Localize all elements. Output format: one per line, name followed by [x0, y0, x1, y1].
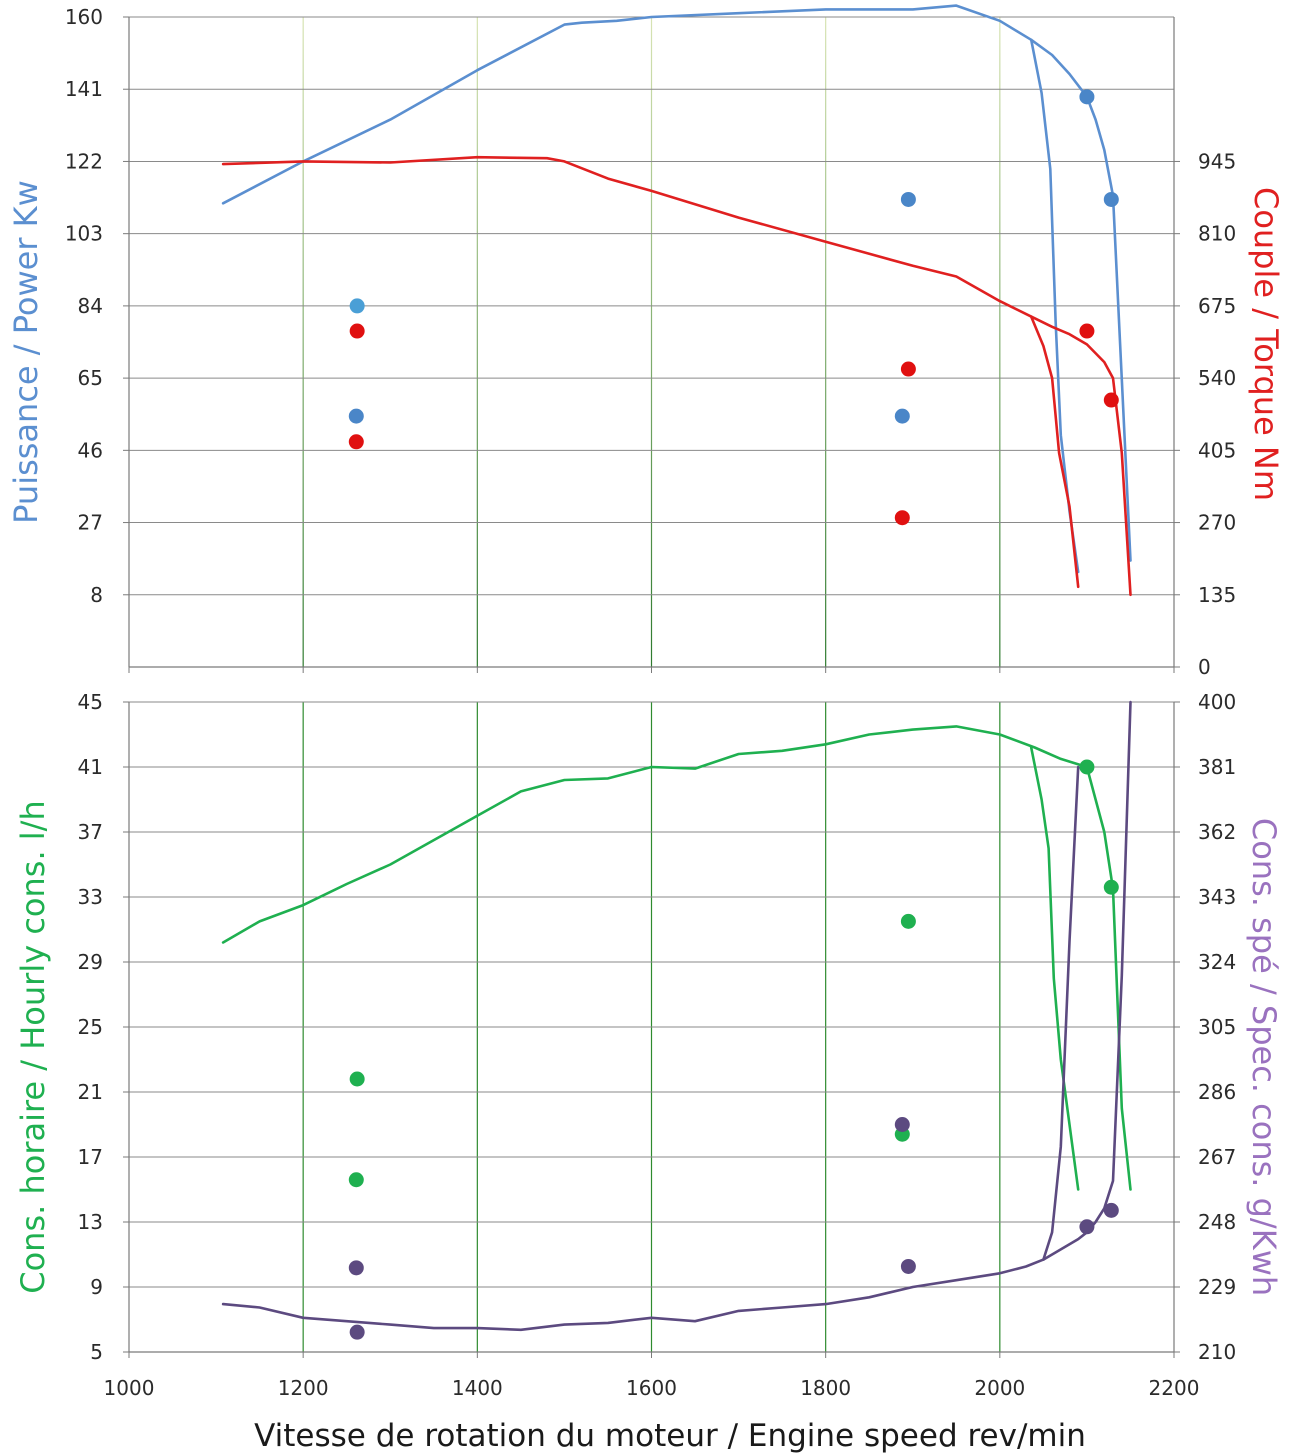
tick-labels: 1601411221038465462789458106755404052701… [65, 5, 1236, 1400]
left-tick-label: 84 [78, 294, 103, 318]
torque-axis-title: Couple / Torque Nm [1247, 187, 1285, 501]
data-point [1079, 759, 1095, 775]
left-tick-label: 17 [78, 1145, 103, 1169]
series-line [1042, 765, 1080, 1261]
data-point [894, 1117, 910, 1132]
right-tick-label: 540 [1198, 366, 1236, 390]
data-point [348, 1172, 364, 1188]
right-tick-label: 210 [1198, 1340, 1236, 1364]
data-point [1079, 1219, 1095, 1235]
right-tick-label: 229 [1198, 1275, 1236, 1299]
right-tick-label: 381 [1198, 755, 1236, 779]
left-tick-label: 37 [78, 820, 103, 844]
left-tick-label: 25 [78, 1015, 103, 1039]
data-point [349, 1071, 365, 1087]
left-tick-label: 46 [78, 438, 103, 462]
left-tick-label: 27 [78, 511, 103, 535]
data-point [348, 408, 364, 424]
data-point [894, 510, 910, 526]
data-point [1103, 392, 1119, 408]
right-tick-label: 267 [1198, 1145, 1236, 1169]
series-line [221, 4, 1132, 562]
right-tick-label: 305 [1198, 1015, 1236, 1039]
data-point [1103, 879, 1119, 895]
left-tick-label: 5 [90, 1340, 103, 1364]
left-tick-label: 8 [90, 583, 103, 607]
right-tick-label: 0 [1198, 655, 1211, 679]
data-point [900, 913, 916, 929]
left-tick-label: 21 [78, 1080, 103, 1104]
left-tick-label: 29 [78, 950, 103, 974]
data-points [348, 89, 1119, 1340]
right-tick-label: 400 [1198, 690, 1236, 714]
left-tick-label: 160 [65, 5, 103, 29]
vertical-gridline [999, 17, 1001, 667]
vertical-gridline [302, 17, 304, 667]
x-tick-label: 1600 [626, 1376, 677, 1400]
data-point [349, 323, 365, 339]
vertical-gridline [825, 17, 827, 667]
x-tick-label: 2000 [974, 1376, 1025, 1400]
series-line [1029, 315, 1080, 589]
specific-consumption-axis-title: Cons. spé / Spec. cons. g/Kwh [1245, 818, 1283, 1296]
data-point [894, 408, 910, 424]
left-tick-label: 13 [78, 1210, 103, 1234]
x-axis-title: Vitesse de rotation du moteur / Engine s… [254, 1418, 1086, 1453]
right-tick-label: 675 [1198, 294, 1236, 318]
series-line [221, 725, 1132, 1191]
x-tick-label: 1800 [800, 1376, 851, 1400]
right-tick-label: 405 [1198, 438, 1236, 462]
power-axis-title: Puissance / Power Kw [7, 180, 45, 524]
data-point [1079, 323, 1095, 339]
vertical-gridline [650, 17, 653, 667]
right-tick-label: 270 [1198, 511, 1236, 535]
data-point [900, 191, 916, 207]
x-tick-label: 1400 [452, 1376, 503, 1400]
right-tick-label: 362 [1198, 820, 1236, 844]
series-lines [221, 4, 1132, 1332]
data-point [348, 434, 364, 450]
axes [123, 16, 1180, 1358]
left-tick-label: 141 [65, 77, 103, 101]
data-point [900, 1258, 916, 1274]
data-point [900, 361, 916, 377]
left-tick-label: 103 [65, 222, 103, 246]
right-tick-label: 343 [1198, 885, 1236, 909]
data-point [1103, 1202, 1119, 1218]
series-line [1029, 746, 1080, 1191]
right-tick-label: 248 [1198, 1210, 1236, 1234]
right-tick-label: 135 [1198, 583, 1236, 607]
right-tick-label: 286 [1198, 1080, 1236, 1104]
grid [129, 16, 1174, 1353]
left-tick-label: 33 [78, 885, 103, 909]
data-point [348, 1260, 364, 1276]
right-tick-label: 810 [1198, 222, 1236, 246]
hourly-consumption-axis-title: Cons. horaire / Hourly cons. l/h [14, 800, 52, 1294]
x-tick-label: 1200 [278, 1376, 329, 1400]
right-tick-label: 945 [1198, 149, 1236, 173]
left-tick-label: 65 [78, 366, 103, 390]
left-tick-label: 41 [78, 755, 103, 779]
left-tick-label: 45 [78, 690, 103, 714]
left-tick-label: 9 [90, 1275, 103, 1299]
data-point [1079, 89, 1095, 105]
series-line [221, 700, 1132, 1332]
x-tick-label: 1000 [104, 1376, 155, 1400]
vertical-gridline [476, 17, 478, 667]
data-point [349, 1324, 365, 1340]
right-tick-label: 324 [1198, 950, 1236, 974]
data-point [1103, 191, 1119, 207]
left-tick-label: 122 [65, 149, 103, 173]
series-line [221, 155, 1132, 597]
data-point [349, 298, 365, 314]
x-tick-label: 2200 [1149, 1376, 1200, 1400]
